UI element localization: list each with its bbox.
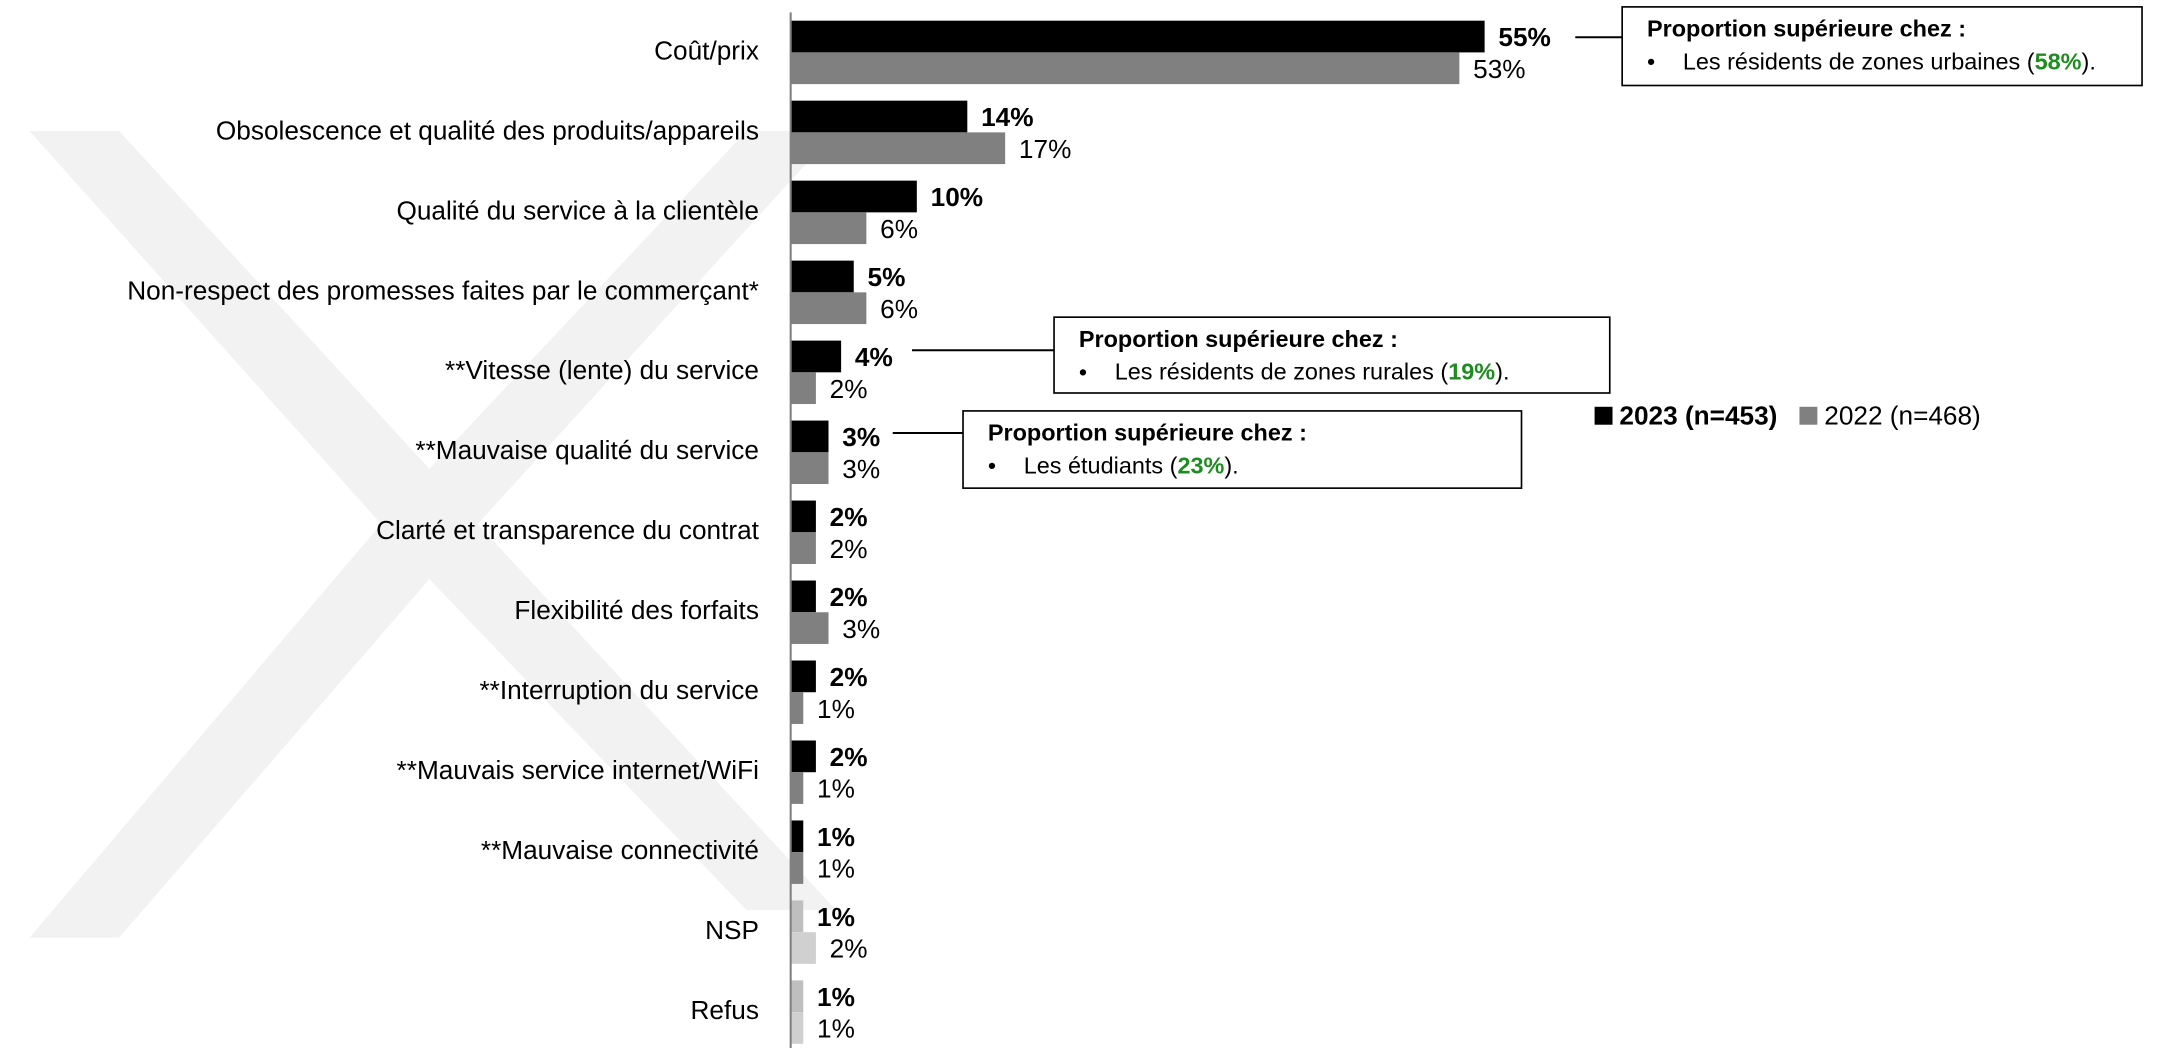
value-label: 3%	[842, 454, 880, 484]
bar	[790, 20, 1485, 53]
callout-text-after: ).	[1224, 453, 1238, 479]
callout-highlight: 23%	[1177, 453, 1224, 479]
category-label: Flexibilité des forfaits	[514, 595, 759, 625]
value-label: 55%	[1498, 22, 1550, 52]
callout-title: Proportion supérieure chez :	[1079, 326, 1398, 352]
bar	[790, 980, 804, 1013]
value-label: 2%	[830, 502, 868, 532]
category-label: Refus	[691, 995, 759, 1025]
value-label: 2%	[830, 374, 868, 404]
callout-text-before: Les étudiants (	[1024, 453, 1178, 479]
category-label: **Mauvais service internet/WiFi	[397, 755, 759, 785]
bar	[790, 100, 968, 133]
value-label: 17%	[1019, 134, 1071, 164]
category-label: **Vitesse (lente) du service	[445, 355, 759, 385]
legend-swatch	[1799, 406, 1818, 425]
value-label: 14%	[981, 102, 1033, 132]
category-label: NSP	[705, 915, 759, 945]
value-label: 2%	[830, 934, 868, 964]
bar	[790, 900, 804, 933]
bar	[790, 1012, 804, 1044]
value-label: 2%	[830, 742, 868, 772]
bar	[790, 820, 804, 853]
callout-text: Les étudiants (23%).	[1024, 453, 1239, 479]
category-label: **Mauvaise qualité du service	[415, 435, 759, 465]
bar	[790, 692, 804, 724]
value-label: 53%	[1473, 54, 1525, 84]
bar	[790, 740, 816, 773]
bar	[790, 180, 917, 213]
bar	[790, 580, 816, 613]
bar	[790, 660, 816, 693]
value-label: 1%	[817, 982, 855, 1012]
callout-highlight: 19%	[1448, 359, 1495, 385]
bar	[790, 52, 1460, 85]
bar	[790, 212, 867, 245]
value-label: 1%	[817, 854, 855, 884]
legend-swatch	[1594, 406, 1613, 425]
bar	[790, 372, 816, 405]
value-label: 3%	[842, 614, 880, 644]
bar	[790, 452, 829, 485]
bar	[790, 532, 816, 564]
callout-bullet: •	[1079, 359, 1087, 385]
value-label: 1%	[817, 694, 855, 724]
callout-text-before: Les résidents de zones urbaines (	[1683, 49, 2035, 75]
value-label: 1%	[817, 822, 855, 852]
value-label: 6%	[880, 294, 918, 324]
bar	[790, 420, 829, 453]
bar	[790, 772, 804, 804]
category-label: **Interruption du service	[479, 675, 758, 705]
category-label: Non-respect des promesses faites par le …	[127, 275, 759, 305]
category-label: Obsolescence et qualité des produits/app…	[216, 115, 759, 145]
bar	[790, 932, 816, 964]
value-label: 1%	[817, 902, 855, 932]
category-label: Coût/prix	[654, 35, 759, 65]
callout-box	[1053, 316, 1611, 394]
category-label: Clarté et transparence du contrat	[376, 515, 760, 545]
value-label: 5%	[868, 262, 906, 292]
callout-text-after: ).	[1495, 359, 1509, 385]
value-label: 10%	[931, 182, 983, 212]
value-label: 2%	[830, 534, 868, 564]
bar	[790, 292, 867, 325]
value-label: 1%	[817, 1014, 855, 1044]
callout-text: Les résidents de zones rurales (19%).	[1115, 359, 1510, 385]
category-label: Qualité du service à la clientèle	[396, 195, 758, 225]
callout-box	[962, 410, 1523, 489]
value-label: 2%	[830, 582, 868, 612]
callout-text: Les résidents de zones urbaines (58%).	[1683, 49, 2096, 75]
watermark	[29, 131, 837, 938]
callout-text-after: ).	[2082, 49, 2096, 75]
callout-bullet: •	[1647, 49, 1655, 75]
callout-box	[1621, 6, 2143, 87]
bar	[790, 260, 854, 293]
callout-bullet: •	[988, 453, 996, 479]
legend-label: 2022 (n=468)	[1824, 401, 1981, 431]
category-label: **Mauvaise connectivité	[481, 835, 759, 865]
value-label: 4%	[855, 342, 893, 372]
value-label: 6%	[880, 214, 918, 244]
bar	[790, 132, 1006, 165]
callout-text-before: Les résidents de zones rurales (	[1115, 359, 1449, 385]
value-label: 1%	[817, 774, 855, 804]
value-label: 3%	[842, 422, 880, 452]
bar	[790, 852, 804, 884]
bar	[790, 500, 816, 533]
bar	[790, 612, 829, 644]
value-label: 2%	[830, 662, 868, 692]
legend-label: 2023 (n=453)	[1619, 401, 1777, 431]
bar	[790, 340, 842, 373]
callout-title: Proportion supérieure chez :	[988, 420, 1307, 446]
callout-title: Proportion supérieure chez :	[1647, 16, 1966, 42]
callout-highlight: 58%	[2035, 49, 2082, 75]
